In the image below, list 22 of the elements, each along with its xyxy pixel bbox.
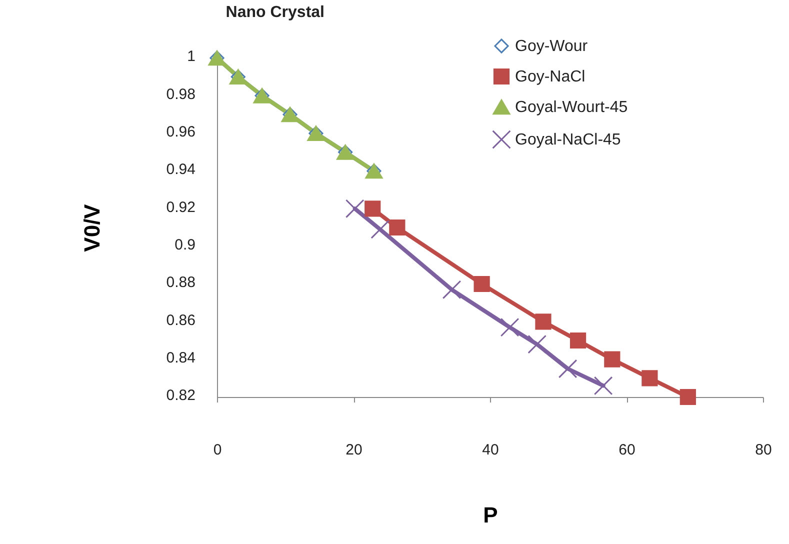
- x-tick-label: 60: [618, 442, 636, 458]
- chart-title: Nano Crystal: [226, 4, 325, 21]
- x-tick-label: 80: [755, 442, 772, 458]
- x-tick-label: 40: [482, 442, 499, 458]
- y-tick-label: 0.94: [166, 161, 196, 178]
- legend-label: Goy-Wour: [515, 38, 588, 55]
- y-tick-label: 0.82: [166, 387, 196, 404]
- x-tick-label: 0: [213, 442, 222, 458]
- x-tick-label: 20: [346, 442, 362, 458]
- y-tick-label: 0.84: [166, 350, 196, 367]
- y-tick-label: 0.92: [166, 198, 196, 216]
- y-tick-label: 0.96: [166, 124, 196, 141]
- y-tick-label: 1: [187, 48, 196, 66]
- y-axis-title: V0/V: [79, 204, 104, 252]
- y-tick-label: 0.88: [166, 274, 196, 292]
- y-tick-label: 0.86: [166, 312, 196, 329]
- y-tick-label: 0.98: [166, 86, 196, 103]
- legend-label: Goyal-Wourt-45: [515, 99, 628, 116]
- legend-label: Goyal-NaCl-45: [515, 132, 621, 148]
- legend-label: Goy-NaCl: [515, 68, 586, 86]
- x-axis-title: P: [483, 502, 498, 528]
- y-tick-label: 0.9: [174, 236, 196, 254]
